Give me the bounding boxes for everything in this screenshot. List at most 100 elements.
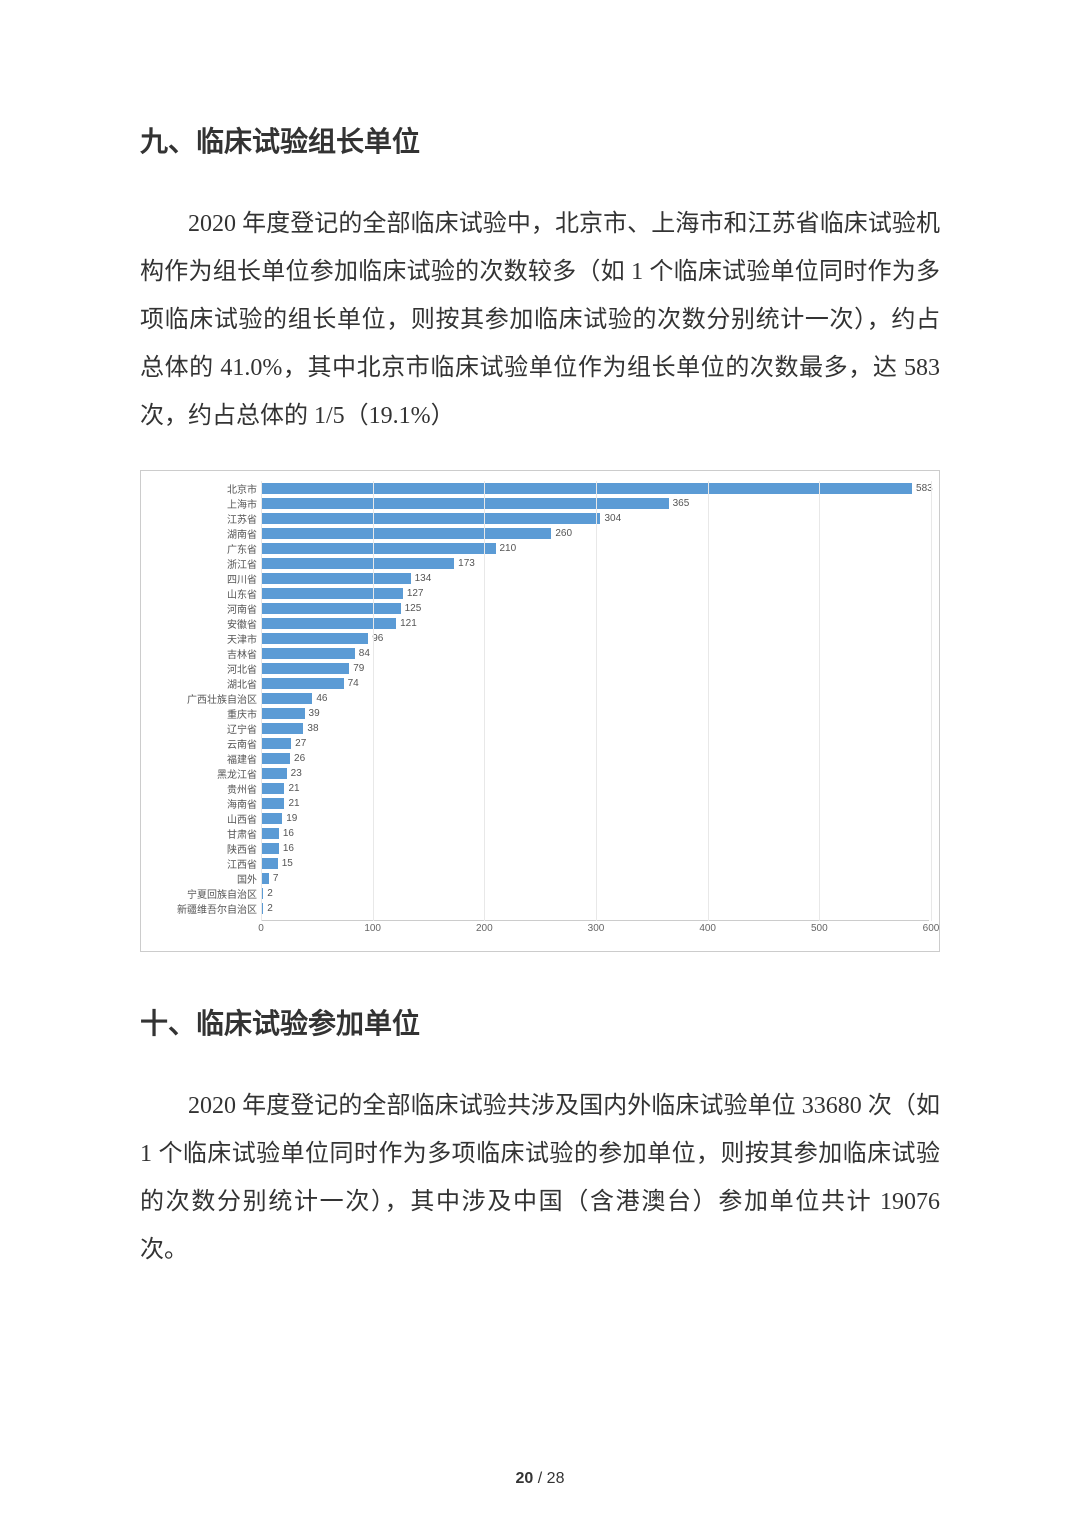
bar-category-label: 国外: [137, 871, 261, 886]
bar-row: 河南省125: [261, 601, 929, 616]
bar-row: 广西壮族自治区46: [261, 691, 929, 706]
bar-value-label: 125: [405, 603, 422, 614]
bar-row: 上海市365: [261, 496, 929, 511]
bar: [261, 648, 355, 659]
bar-category-label: 湖北省: [137, 676, 261, 691]
bar-value-label: 127: [407, 588, 424, 599]
bar-category-label: 山东省: [137, 586, 261, 601]
bar-row: 宁夏回族自治区2: [261, 886, 929, 901]
bar-category-label: 上海市: [137, 496, 261, 511]
bar: [261, 828, 279, 839]
bar-value-label: 79: [353, 663, 364, 674]
bar-category-label: 吉林省: [137, 646, 261, 661]
bar-value-label: 21: [288, 783, 299, 794]
page-number: 20 / 28: [0, 1470, 1080, 1488]
bar: [261, 498, 669, 509]
bar-value-label: 27: [295, 738, 306, 749]
bar-category-label: 贵州省: [137, 781, 261, 796]
bar-category-label: 安徽省: [137, 616, 261, 631]
x-gridline: [373, 481, 374, 921]
page-sep: /: [533, 1470, 546, 1487]
bar-row: 四川省134: [261, 571, 929, 586]
x-tick-label: 500: [811, 923, 828, 934]
bar: [261, 483, 912, 494]
bar-value-label: 26: [294, 753, 305, 764]
bar-row: 河北省79: [261, 661, 929, 676]
bar: [261, 693, 312, 704]
bar-row: 甘肃省16: [261, 826, 929, 841]
bar-row: 浙江省173: [261, 556, 929, 571]
bar-category-label: 新疆维吾尔自治区: [137, 901, 261, 916]
x-tick-label: 400: [699, 923, 716, 934]
bar-category-label: 河北省: [137, 661, 261, 676]
bar-value-label: 23: [291, 768, 302, 779]
bar-value-label: 2: [267, 903, 273, 914]
bar: [261, 558, 454, 569]
x-gridline: [819, 481, 820, 921]
bar: [261, 513, 600, 524]
bar-category-label: 福建省: [137, 751, 261, 766]
bar-category-label: 天津市: [137, 631, 261, 646]
section-9-paragraph: 2020 年度登记的全部临床试验中，北京市、上海市和江苏省临床试验机构作为组长单…: [140, 200, 940, 440]
bar-category-label: 陕西省: [137, 841, 261, 856]
bar: [261, 588, 403, 599]
page-current: 20: [516, 1470, 534, 1487]
bar-value-label: 46: [316, 693, 327, 704]
x-tick-label: 0: [258, 923, 264, 934]
chart-area: 北京市583上海市365江苏省304湖南省260广东省210浙江省173四川省1…: [140, 470, 940, 952]
bar-value-label: 16: [283, 828, 294, 839]
bar-category-label: 湖南省: [137, 526, 261, 541]
x-gridline: [484, 481, 485, 921]
bar-value-label: 134: [415, 573, 432, 584]
bar-row: 云南省27: [261, 736, 929, 751]
bar-row: 江西省15: [261, 856, 929, 871]
bar: [261, 573, 411, 584]
bar-row: 陕西省16: [261, 841, 929, 856]
section-10-paragraph: 2020 年度登记的全部临床试验共涉及国内外临床试验单位 33680 次（如 1…: [140, 1082, 940, 1274]
bar-category-label: 四川省: [137, 571, 261, 586]
bar-category-label: 宁夏回族自治区: [137, 886, 261, 901]
bar-category-label: 黑龙江省: [137, 766, 261, 781]
bar-value-label: 304: [604, 513, 621, 524]
bar-value-label: 15: [282, 858, 293, 869]
bar: [261, 738, 291, 749]
bar: [261, 753, 290, 764]
bar: [261, 798, 284, 809]
bar-value-label: 19: [286, 813, 297, 824]
bar-value-label: 21: [288, 798, 299, 809]
bar: [261, 768, 287, 779]
bar-value-label: 84: [359, 648, 370, 659]
bar-row: 辽宁省38: [261, 721, 929, 736]
bar-value-label: 365: [673, 498, 690, 509]
bar-value-label: 210: [500, 543, 517, 554]
bar-row: 新疆维吾尔自治区2: [261, 901, 929, 916]
bar-category-label: 山西省: [137, 811, 261, 826]
bar-row: 天津市96: [261, 631, 929, 646]
x-gridline: [261, 481, 262, 921]
x-gridline: [931, 481, 932, 921]
bar: [261, 528, 551, 539]
bar-value-label: 260: [555, 528, 572, 539]
bar-category-label: 北京市: [137, 481, 261, 496]
bar-value-label: 7: [273, 873, 279, 884]
bar-row: 国外7: [261, 871, 929, 886]
bar-category-label: 江苏省: [137, 511, 261, 526]
leader-units-chart: 北京市583上海市365江苏省304湖南省260广东省210浙江省173四川省1…: [140, 470, 940, 952]
bar-row: 山西省19: [261, 811, 929, 826]
bar-row: 贵州省21: [261, 781, 929, 796]
bar: [261, 708, 305, 719]
x-tick-label: 600: [923, 923, 940, 934]
bar: [261, 678, 344, 689]
x-tick-label: 200: [476, 923, 493, 934]
bar-category-label: 江西省: [137, 856, 261, 871]
bar-row: 安徽省121: [261, 616, 929, 631]
bar: [261, 633, 368, 644]
bar-row: 北京市583: [261, 481, 929, 496]
x-gridline: [596, 481, 597, 921]
document-page: 九、临床试验组长单位 2020 年度登记的全部临床试验中，北京市、上海市和江苏省…: [0, 0, 1080, 1528]
bar-category-label: 甘肃省: [137, 826, 261, 841]
bar-value-label: 39: [309, 708, 320, 719]
bar-category-label: 浙江省: [137, 556, 261, 571]
bar-category-label: 广西壮族自治区: [137, 691, 261, 706]
bar-category-label: 海南省: [137, 796, 261, 811]
